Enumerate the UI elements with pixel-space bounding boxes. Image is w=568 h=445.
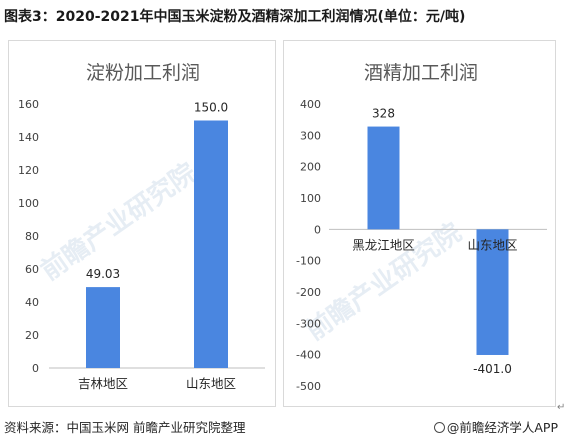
alcohol-data-label: -401.0: [473, 362, 512, 376]
alcohol-y-tick-label: 200: [300, 161, 321, 174]
alcohol-y-tick-label: -100: [296, 255, 321, 268]
starch-y-tick-label: 20: [25, 329, 39, 342]
figure-title: 图表3：2020-2021年中国玉米淀粉及酒精深加工利润情况(单位：元/吨): [4, 9, 466, 25]
starch-data-label: 150.0: [194, 101, 228, 115]
source-note: 资料来源：中国玉米网 前瞻产业研究院整理: [4, 420, 246, 435]
alcohol-bar: [367, 126, 400, 230]
starch-category-label: 山东地区: [186, 376, 236, 391]
starch-category-label: 吉林地区: [78, 376, 128, 391]
alcohol-y-tick-label: -400: [296, 349, 321, 362]
starch-y-tick-label: 40: [25, 296, 39, 309]
starch-y-tick-label: 0: [32, 362, 39, 375]
starch-profit-chart: 前瞻产业研究院 淀粉加工利润 0 20 40 60 80 100 120 140 160 49.03 吉…: [8, 40, 276, 407]
return-mark: ↵: [557, 402, 566, 413]
alcohol-y-tick-label: -300: [296, 317, 321, 330]
starch-profit-chart-svg: 前瞻产业研究院淀粉加工利润02040608010012014016049.03吉…: [18, 62, 265, 391]
alcohol-data-label: 328: [372, 107, 395, 121]
starch-y-tick-label: 120: [18, 164, 39, 177]
brand-attribution: @前瞻经济学人APP: [433, 417, 558, 436]
starch-y-tick-label: 80: [25, 230, 39, 243]
starch-y-tick-label: 100: [18, 197, 39, 210]
alcohol-profit-chart: 前瞻产业研究院 酒精加工利润 -500 -400 -300 -200 -100 0 100 200…: [283, 40, 556, 407]
starch-y-tick-label: 160: [18, 98, 39, 111]
starch-data-label: 49.03: [86, 267, 120, 281]
alcohol-y-tick-label: 400: [300, 98, 321, 111]
alcohol-title: 酒精加工利润: [364, 62, 478, 84]
alcohol-y-tick-label: 300: [300, 129, 321, 142]
brand-label: @前瞻经济学人APP: [446, 420, 558, 435]
starch-bar: [194, 120, 228, 368]
starch-y-tick-label: 60: [25, 263, 39, 276]
alcohol-bar: [476, 229, 509, 355]
starch-y-tick-label: 140: [18, 131, 39, 144]
alcohol-y-tick-label: -200: [296, 286, 321, 299]
alcohol-y-tick-label: -500: [296, 380, 321, 393]
starch-title: 淀粉加工利润: [86, 62, 200, 84]
alcohol-y-tick-label: 100: [300, 192, 321, 205]
alcohol-category-label: 黑龙江地区: [352, 237, 415, 252]
alcohol-y-tick-label: 0: [314, 223, 321, 236]
alcohol-category-label: 山东地区: [467, 237, 517, 252]
alcohol-profit-chart-svg: 前瞻产业研究院酒精加工利润-500-400-300-200-1000100200…: [296, 62, 547, 393]
starch-bar: [86, 287, 120, 368]
brand-logo-icon: [433, 422, 445, 433]
